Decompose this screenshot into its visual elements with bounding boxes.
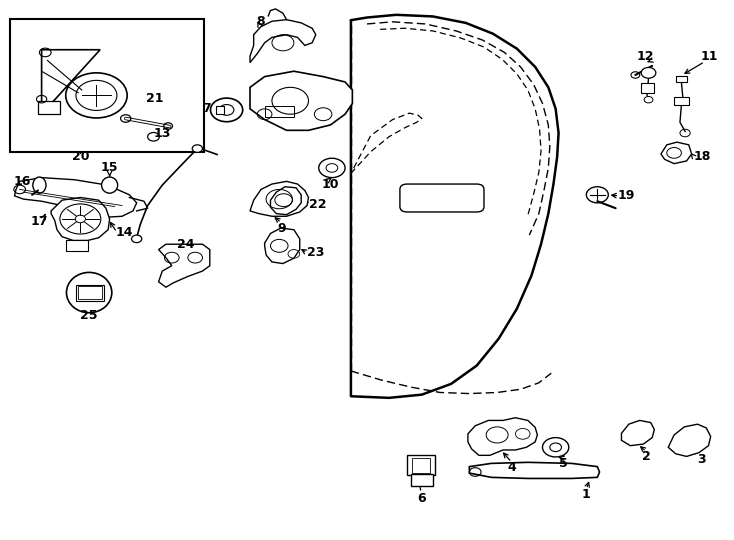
- Text: 10: 10: [321, 178, 339, 191]
- Text: 11: 11: [700, 50, 718, 63]
- Bar: [216, 106, 225, 114]
- Text: 17: 17: [31, 215, 48, 228]
- Text: 4: 4: [507, 461, 516, 474]
- Polygon shape: [51, 198, 109, 240]
- FancyBboxPatch shape: [400, 184, 484, 212]
- Ellipse shape: [67, 272, 112, 313]
- Circle shape: [131, 235, 142, 242]
- Bar: [642, 83, 655, 93]
- Bar: [674, 97, 688, 105]
- Bar: [265, 106, 294, 117]
- Circle shape: [211, 98, 243, 122]
- Text: 20: 20: [72, 150, 89, 163]
- Text: 7: 7: [202, 103, 211, 116]
- Ellipse shape: [101, 177, 117, 193]
- Bar: [407, 455, 435, 475]
- Polygon shape: [250, 71, 352, 130]
- Circle shape: [192, 145, 203, 152]
- Text: 9: 9: [277, 221, 286, 234]
- Text: 6: 6: [417, 492, 426, 505]
- Text: 15: 15: [101, 161, 118, 174]
- Polygon shape: [159, 244, 210, 287]
- Circle shape: [66, 73, 127, 118]
- Text: 5: 5: [559, 457, 567, 470]
- Text: 24: 24: [177, 238, 195, 251]
- Bar: [78, 286, 101, 299]
- Bar: [66, 240, 87, 251]
- Text: 21: 21: [146, 92, 164, 105]
- Bar: [10, 18, 204, 152]
- Polygon shape: [250, 19, 316, 63]
- Polygon shape: [265, 228, 299, 264]
- Polygon shape: [668, 424, 711, 456]
- Bar: [76, 285, 103, 301]
- Polygon shape: [15, 178, 137, 218]
- Circle shape: [586, 187, 608, 203]
- Text: 23: 23: [307, 246, 324, 259]
- Polygon shape: [661, 142, 691, 164]
- Bar: [411, 474, 433, 486]
- Polygon shape: [270, 187, 301, 215]
- Bar: [675, 76, 687, 82]
- Circle shape: [319, 158, 345, 178]
- Text: 2: 2: [642, 450, 651, 463]
- Circle shape: [642, 68, 656, 78]
- Bar: [412, 458, 430, 473]
- Polygon shape: [622, 421, 655, 446]
- Text: 1: 1: [582, 488, 591, 501]
- Polygon shape: [468, 418, 537, 455]
- Circle shape: [148, 132, 159, 141]
- Text: 18: 18: [693, 150, 711, 163]
- Bar: [38, 101, 60, 114]
- Text: 14: 14: [115, 226, 133, 239]
- Text: 22: 22: [308, 198, 326, 211]
- Circle shape: [542, 437, 569, 457]
- Text: 8: 8: [257, 15, 265, 28]
- Text: 13: 13: [153, 126, 171, 139]
- Text: 19: 19: [618, 190, 635, 202]
- Polygon shape: [250, 181, 308, 217]
- Text: 12: 12: [636, 50, 653, 63]
- Text: 3: 3: [697, 453, 706, 465]
- Ellipse shape: [33, 177, 46, 193]
- Text: 25: 25: [81, 309, 98, 322]
- Text: 16: 16: [13, 175, 31, 188]
- Polygon shape: [469, 462, 600, 478]
